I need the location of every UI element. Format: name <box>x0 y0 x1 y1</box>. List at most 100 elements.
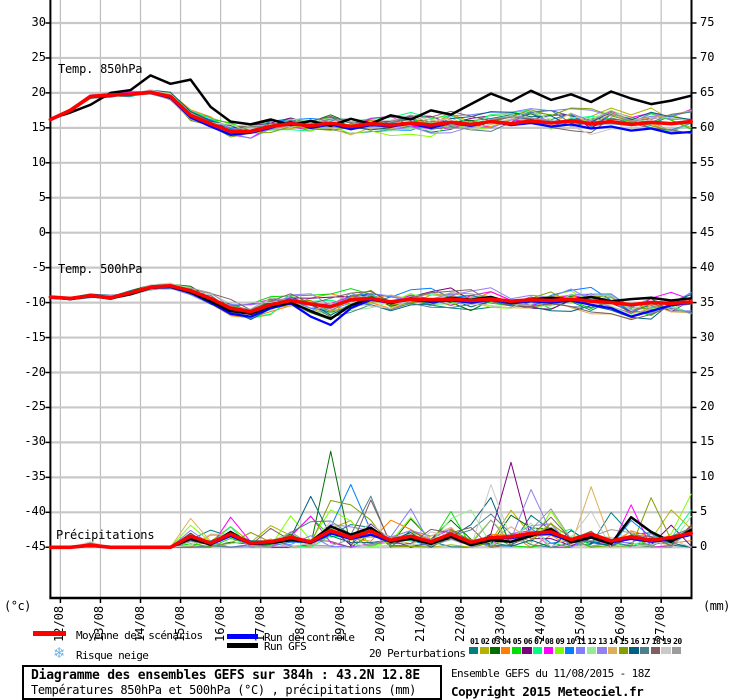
panel-label-precip: Précipitations <box>56 528 155 542</box>
perturbation-cell: 03 <box>490 638 501 654</box>
right-axis-label: 15 <box>700 434 715 449</box>
legend-snow-label: Risque neige <box>76 649 149 662</box>
right-axis-unit: (mm) <box>703 599 730 613</box>
legend-gfs-label: Run GFS <box>264 640 307 653</box>
perturbation-number: 02 <box>480 637 490 646</box>
perturbation-number: 18 <box>651 637 661 646</box>
perturbation-swatches: 01 02 03 04 05 06 07 08 09 10 11 12 13 14 15 16 17 18 19 20 <box>469 638 683 657</box>
perturbation-color-swatch <box>469 647 479 654</box>
legend-perturbations-label: 20 Perturbations <box>369 647 466 660</box>
perturbation-number: 05 <box>512 637 522 646</box>
left-axis-label: 15 <box>31 119 46 134</box>
perturbation-number: 01 <box>470 637 479 646</box>
perturbation-number: 12 <box>587 637 597 646</box>
left-axis-label: -45 <box>24 539 46 554</box>
date-label: 22/08 <box>452 605 467 642</box>
snowflake-icon: ❄ <box>53 644 66 662</box>
perturbation-cell: 10 <box>565 638 576 654</box>
perturbation-number: 04 <box>502 637 511 646</box>
perturbation-number: 15 <box>619 637 629 646</box>
panel-label-850hpa: Temp. 850hPa <box>58 62 143 76</box>
perturbation-cell: 16 <box>629 638 640 654</box>
right-axis-label: 40 <box>700 259 715 274</box>
left-axis-label: 10 <box>31 154 46 169</box>
perturbation-cell: 01 <box>469 638 480 654</box>
left-axis-label: -20 <box>24 364 46 379</box>
t850-mean-line <box>48 90 693 134</box>
perturbation-color-swatch <box>575 647 586 654</box>
perturbation-cell: 12 <box>586 637 598 654</box>
left-axis-label: -30 <box>24 434 46 449</box>
perturbation-color-swatch <box>629 647 639 654</box>
perturbation-color-swatch <box>597 647 607 654</box>
perturbation-cell: 14 <box>607 637 619 654</box>
legend-control-label: Run de contrôle <box>264 631 355 644</box>
perturbation-color-swatch <box>554 647 564 654</box>
right-axis-label: 65 <box>700 84 715 99</box>
left-axis-label: 0 <box>38 224 46 239</box>
gfs-line-swatch <box>227 643 258 648</box>
right-axis-label: 60 <box>700 119 715 134</box>
perturbation-number: 17 <box>641 637 650 646</box>
perturbation-cell: 06 <box>522 638 533 654</box>
left-axis-label: -25 <box>24 399 46 414</box>
left-axis-label: -35 <box>24 469 46 484</box>
perturbation-color-swatch <box>501 647 511 654</box>
chart-title: Diagramme des ensembles GEFS sur 384h : … <box>31 668 420 683</box>
right-axis-label: 35 <box>700 294 715 309</box>
perturbation-cell: 11 <box>575 638 587 654</box>
t500-mean-line <box>48 284 693 314</box>
date-label: 16/08 <box>212 605 227 642</box>
right-axis-label: 45 <box>700 224 715 239</box>
perturbation-number: 09 <box>555 637 565 646</box>
perturbation-color-swatch <box>672 647 682 654</box>
perturbation-number: 10 <box>566 637 575 646</box>
perturbation-color-swatch <box>640 647 650 654</box>
perturbation-number: 08 <box>544 637 554 646</box>
perturbation-color-swatch <box>533 647 543 654</box>
left-axis-label: 5 <box>38 189 46 204</box>
perturbation-cell: 08 <box>543 637 555 654</box>
perturbation-color-swatch <box>586 647 596 654</box>
t850-perturbation-line <box>49 89 692 135</box>
perturbation-color-swatch <box>661 647 671 654</box>
perturbation-cell: 04 <box>501 638 512 654</box>
perturbation-number: 07 <box>534 637 543 646</box>
right-axis-label: 25 <box>700 364 715 379</box>
perturbation-color-swatch <box>618 647 628 654</box>
perturbation-cell: 20 <box>672 638 683 654</box>
panel-label-500hpa: Temp. 500hPa <box>58 262 143 276</box>
perturbation-number: 14 <box>608 637 618 646</box>
left-axis-label: 25 <box>31 49 46 64</box>
right-axis-label: 0 <box>700 539 708 554</box>
right-axis-label: 50 <box>700 189 715 204</box>
perturbation-color-swatch <box>565 647 575 654</box>
perturbation-cell: 07 <box>533 638 544 654</box>
left-axis-label: 20 <box>31 84 46 99</box>
date-label: 12/08 <box>52 605 67 642</box>
perturbation-color-swatch <box>650 647 660 654</box>
perturbation-cell: 05 <box>511 637 523 654</box>
chart-subtitle: Températures 850hPa et 500hPa (°C) , pré… <box>31 683 416 697</box>
perturbation-color-swatch <box>522 647 532 654</box>
perturbation-cell: 19 <box>661 638 672 654</box>
right-axis-label: 30 <box>700 329 715 344</box>
left-axis-label: -5 <box>31 259 46 274</box>
perturbation-color-swatch <box>543 647 554 654</box>
perturbation-number: 03 <box>491 637 501 646</box>
date-label: 20/08 <box>372 605 387 642</box>
right-axis-label: 5 <box>700 504 708 519</box>
right-axis-label: 70 <box>700 49 715 64</box>
left-axis-label: -40 <box>24 504 46 519</box>
perturbation-number: 20 <box>673 637 682 646</box>
perturbation-number: 16 <box>630 637 639 646</box>
perturbation-cell: 17 <box>640 638 651 654</box>
left-axis-label: -10 <box>24 294 46 309</box>
left-axis-unit: (°c) <box>4 599 31 613</box>
control-line-swatch <box>227 634 258 639</box>
right-axis-label: 75 <box>700 15 715 29</box>
copyright: Copyright 2015 Meteociel.fr <box>451 684 644 699</box>
perturbation-color-swatch <box>490 647 500 654</box>
perturbation-cell: 15 <box>618 637 630 654</box>
